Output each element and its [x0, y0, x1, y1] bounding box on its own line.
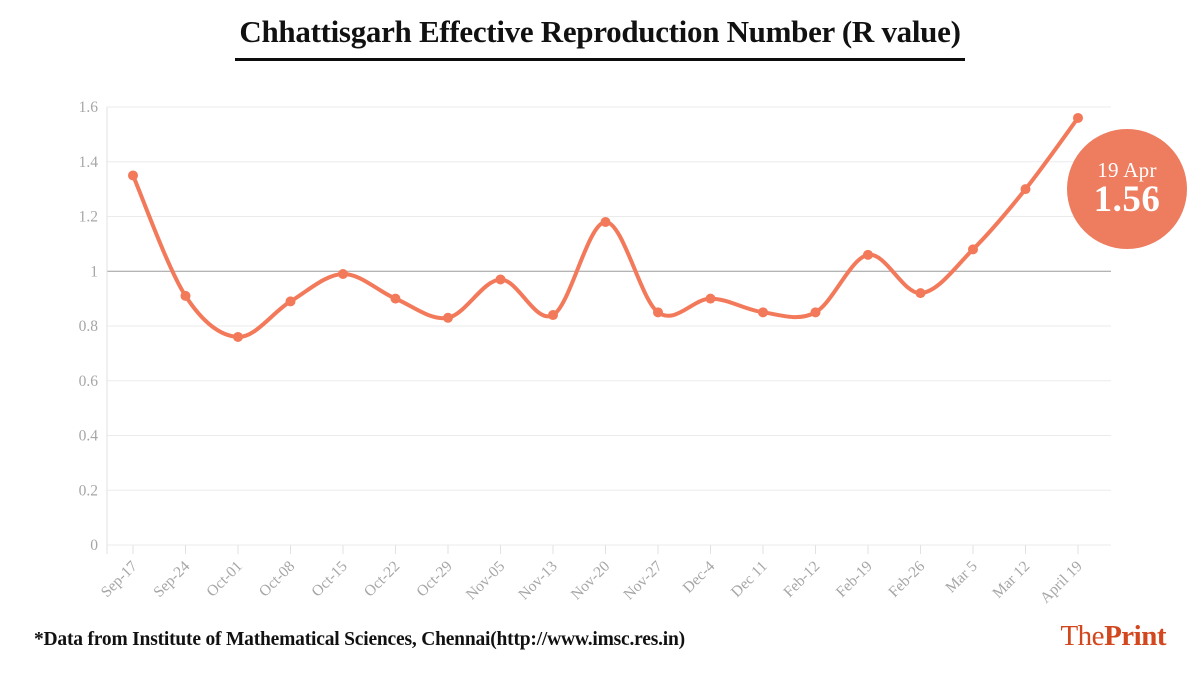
data-point[interactable]: [443, 312, 453, 323]
data-point[interactable]: [915, 288, 926, 299]
y-tick-label: 1.2: [79, 209, 98, 226]
y-tick-label: 1.4: [79, 154, 99, 171]
x-tick-label: Nov-27: [620, 558, 666, 604]
x-tick-label: Oct-22: [361, 558, 403, 600]
source-note: *Data from Institute of Mathematical Sci…: [34, 629, 685, 650]
data-point[interactable]: [968, 244, 978, 255]
logo-the: The: [1060, 620, 1105, 652]
y-tick-label: 0.8: [79, 318, 99, 335]
x-tick-label: Feb-12: [780, 558, 823, 601]
x-tick-label: Mar 5: [942, 558, 981, 597]
data-point[interactable]: [653, 307, 663, 318]
data-point[interactable]: [390, 293, 401, 304]
y-tick-label: 0.2: [79, 482, 98, 499]
series-line: [131, 115, 1080, 339]
y-tick-label: 0.4: [79, 428, 99, 445]
data-point[interactable]: [810, 307, 821, 318]
x-tick-label: Dec-4: [680, 558, 719, 597]
data-point[interactable]: [600, 216, 611, 227]
latest-value-badge: 19 Apr 1.56: [1067, 129, 1187, 249]
footer: *Data from Institute of Mathematical Sci…: [34, 620, 1166, 653]
x-tick-label: Sep-17: [98, 558, 141, 601]
y-tick-label: 1: [90, 263, 98, 280]
x-tick-label: Nov-20: [568, 558, 614, 604]
x-tick-label: Nov-05: [463, 558, 509, 604]
x-tick-label: Oct-29: [413, 558, 456, 601]
data-point[interactable]: [1020, 184, 1031, 195]
x-tick-label: Sep-24: [150, 558, 193, 601]
badge-value: 1.56: [1093, 178, 1161, 220]
x-tick-label: Oct-08: [256, 558, 299, 601]
x-tick-label: Nov-13: [515, 558, 561, 604]
x-tick-label: Dec 11: [728, 558, 771, 601]
data-point[interactable]: [338, 268, 348, 279]
y-tick-label: 0.6: [79, 373, 99, 390]
badge-date: 19 Apr: [1097, 157, 1157, 182]
y-tick-label: 1.6: [79, 99, 99, 116]
data-point[interactable]: [233, 331, 243, 342]
x-tick-label: Feb-26: [885, 558, 928, 601]
data-point[interactable]: [863, 249, 873, 260]
x-tick-label: Oct-01: [203, 558, 245, 600]
x-tick-label: Oct-15: [308, 558, 351, 601]
x-tick-label: April 19: [1037, 558, 1086, 607]
data-point[interactable]: [705, 293, 716, 304]
theprint-logo: ThePrint: [1060, 620, 1166, 653]
data-point[interactable]: [1073, 112, 1083, 123]
y-tick-label: 0: [90, 537, 98, 554]
chart-header: Chhattisgarh Effective Reproduction Numb…: [0, 14, 1200, 61]
x-tick-label: Feb-19: [833, 558, 876, 601]
data-point[interactable]: [128, 170, 138, 181]
data-point[interactable]: [495, 274, 506, 285]
data-point[interactable]: [285, 296, 296, 307]
chart-title: Chhattisgarh Effective Reproduction Numb…: [235, 14, 965, 61]
data-point[interactable]: [180, 290, 191, 301]
data-point[interactable]: [758, 307, 768, 318]
data-point[interactable]: [548, 310, 558, 321]
x-tick-label: Mar 12: [989, 558, 1033, 602]
logo-print: Print: [1104, 620, 1166, 652]
